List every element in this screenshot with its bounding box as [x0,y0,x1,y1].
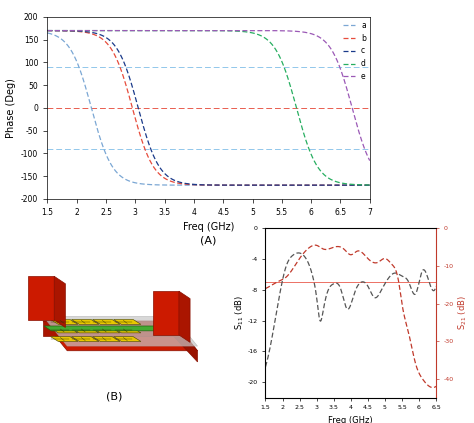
c [361,183,366,188]
Polygon shape [50,337,78,341]
d [100,28,106,33]
a [45,30,50,36]
Line: e: e [47,30,370,161]
d [168,28,174,33]
d [361,182,366,187]
e [367,158,373,163]
a [361,183,366,188]
Text: (A): (A) [201,235,217,245]
d [326,176,331,181]
Polygon shape [92,319,120,324]
b [182,181,188,187]
Y-axis label: S$_{11}$ (dB): S$_{11}$ (dB) [234,296,246,330]
Polygon shape [43,321,198,351]
e [182,28,188,33]
a [168,183,174,188]
c [367,183,373,188]
a [326,183,331,188]
Polygon shape [28,276,54,320]
a [82,80,87,85]
d [45,28,50,33]
b [361,183,366,188]
Polygon shape [92,328,120,333]
Polygon shape [72,337,99,341]
Polygon shape [50,328,78,333]
Polygon shape [114,337,141,341]
Polygon shape [50,319,78,324]
d [367,182,373,187]
c [326,183,331,188]
d [182,28,188,33]
Polygon shape [114,319,141,324]
c [45,28,50,33]
b [168,179,174,184]
b [367,183,373,188]
b [82,30,87,35]
Polygon shape [72,328,99,333]
e [82,28,87,33]
Polygon shape [114,328,141,333]
Line: c: c [47,30,370,185]
a [182,183,188,188]
X-axis label: Freq (GHz): Freq (GHz) [328,416,373,423]
b [45,28,50,33]
Legend: a, b, c, d, e: a, b, c, d, e [340,18,369,84]
c [182,181,188,186]
e [100,28,106,33]
Polygon shape [92,337,120,341]
X-axis label: Freq (GHz): Freq (GHz) [183,222,234,232]
Polygon shape [72,319,99,324]
b [326,183,331,188]
e [168,28,174,33]
Line: b: b [47,30,370,185]
Polygon shape [153,291,179,335]
c [100,33,106,38]
Text: (B): (B) [106,391,122,401]
Y-axis label: S$_{21}$ (dB): S$_{21}$ (dB) [456,296,469,330]
b [100,37,106,42]
Y-axis label: Phase (Deg): Phase (Deg) [6,78,16,138]
d [82,28,87,33]
Polygon shape [173,321,198,362]
e [361,143,366,148]
a [100,145,106,150]
Polygon shape [43,321,173,336]
e [45,28,50,33]
Polygon shape [43,316,198,346]
Polygon shape [54,276,65,327]
e [326,43,331,48]
c [168,176,174,181]
Line: d: d [47,30,370,185]
a [367,183,373,188]
Polygon shape [44,326,182,331]
c [82,29,87,34]
Line: a: a [47,33,370,185]
Polygon shape [179,291,190,342]
